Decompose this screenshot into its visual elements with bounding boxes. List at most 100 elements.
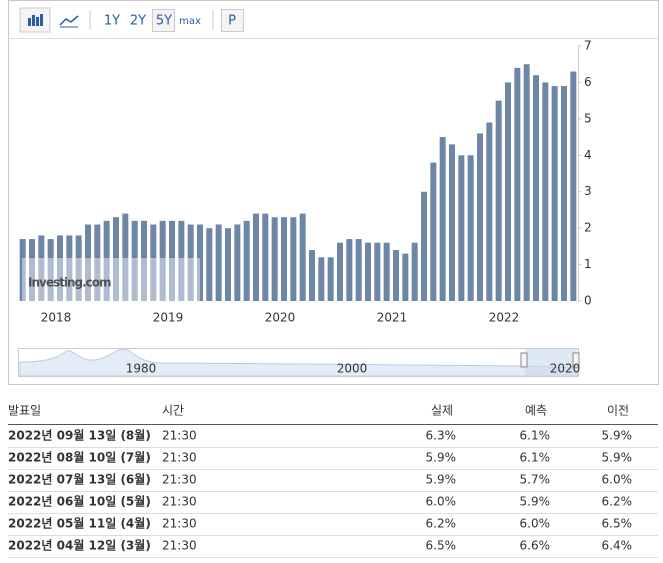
watermark-backdrop — [22, 258, 200, 301]
x-tick-label: 2018 — [41, 311, 72, 325]
y-tick-label: 0 — [584, 294, 592, 308]
y-tick-label: 7 — [584, 39, 592, 53]
bar — [113, 217, 119, 301]
bar — [290, 217, 297, 301]
table-cell: 2022년 06월 10일 (5월) — [8, 494, 151, 509]
table-cell: 21:30 — [162, 429, 197, 443]
bar — [523, 64, 530, 301]
table-cell: 2022년 04월 12일 (3월) — [8, 538, 151, 553]
bar — [94, 224, 101, 301]
bar — [281, 217, 287, 301]
bar — [467, 155, 474, 301]
table-cell: 2022년 08월 10일 (7월) — [8, 450, 151, 465]
y-tick-label: 1 — [584, 257, 592, 271]
bar — [169, 220, 175, 301]
bar — [234, 224, 241, 301]
table-cell: 5.9% — [520, 495, 551, 509]
bar — [458, 155, 465, 301]
table-cell: 5.7% — [520, 473, 551, 487]
table-cell: 21:30 — [162, 517, 197, 531]
table-cell: 6.1% — [520, 451, 551, 465]
table-cell: 5.9% — [426, 451, 457, 465]
bar — [402, 253, 409, 301]
bar — [346, 239, 353, 301]
bar — [365, 242, 371, 301]
bar — [327, 257, 334, 301]
table-cell: 2022년 07월 13일 (6월) — [8, 472, 151, 487]
y-tick-label: 6 — [584, 75, 592, 89]
bar — [299, 213, 306, 301]
bar — [411, 242, 418, 301]
bar — [19, 239, 26, 301]
bar — [542, 82, 549, 301]
bar — [85, 224, 91, 301]
bar — [477, 133, 483, 301]
bar — [271, 217, 278, 301]
bar — [47, 239, 54, 301]
bar — [421, 191, 427, 301]
bar — [57, 235, 63, 301]
range-button[interactable]: 5Y — [156, 14, 172, 29]
x-tick-label: 2020 — [265, 311, 296, 325]
bar — [393, 250, 399, 301]
bar — [215, 224, 222, 301]
navigator-area — [19, 348, 579, 377]
selected-range-box — [152, 9, 175, 32]
bar-icon[interactable] — [19, 7, 51, 33]
x-tick-label: 2022 — [489, 311, 520, 325]
bar — [430, 162, 437, 301]
table-cell: 21:30 — [162, 473, 197, 487]
bar — [561, 86, 567, 301]
x-tick-label: 2019 — [153, 311, 184, 325]
bar — [505, 82, 511, 301]
navigator-handle[interactable] — [572, 352, 580, 368]
navigator-label: 1980 — [126, 362, 157, 376]
table-cell: 6.2% — [602, 495, 633, 509]
bar — [486, 122, 493, 301]
table-cell: 21:30 — [162, 451, 197, 465]
table-cell: 5.9% — [426, 473, 457, 487]
y-tick-label: 5 — [584, 111, 592, 125]
bar — [178, 220, 185, 301]
y-tick-label: 4 — [584, 148, 592, 162]
table-cell: 6.3% — [426, 429, 457, 443]
table-cell: 6.5% — [426, 539, 457, 553]
bar — [337, 242, 343, 301]
bar — [449, 144, 455, 301]
navigator-window[interactable] — [525, 349, 577, 376]
bar — [159, 220, 166, 301]
bar — [103, 220, 110, 301]
line-icon[interactable] — [59, 15, 79, 28]
range-button[interactable]: max — [179, 16, 201, 27]
bar — [318, 257, 325, 301]
bar — [150, 224, 157, 301]
bar — [225, 228, 231, 301]
chart-frame — [8, 0, 659, 385]
bar — [514, 67, 521, 301]
bar — [131, 220, 138, 301]
table-cell: 6.0% — [602, 473, 633, 487]
bar — [355, 239, 362, 301]
table-cell: 6.0% — [426, 495, 457, 509]
table-cell: 21:30 — [162, 495, 197, 509]
y-tick-label: 3 — [584, 184, 592, 198]
bar — [570, 71, 577, 301]
table-header: 예측 — [525, 404, 547, 418]
range-button[interactable]: 1Y — [104, 14, 120, 29]
bar — [38, 235, 45, 301]
table-cell: 6.5% — [602, 517, 633, 531]
bar — [66, 235, 73, 301]
bar — [551, 86, 558, 301]
bar — [309, 250, 315, 301]
table-cell: 6.6% — [520, 539, 551, 553]
bar — [374, 242, 381, 301]
bar — [253, 213, 259, 301]
p-button[interactable]: P — [228, 14, 236, 29]
table-cell: 6.1% — [520, 429, 551, 443]
table-header: 실제 — [431, 404, 453, 418]
table-cell: 5.9% — [602, 429, 633, 443]
range-button[interactable]: 2Y — [130, 14, 146, 29]
bar — [243, 220, 250, 301]
table-cell: 2022년 09월 13일 (8월) — [8, 428, 151, 443]
navigator-handle[interactable] — [520, 352, 528, 368]
